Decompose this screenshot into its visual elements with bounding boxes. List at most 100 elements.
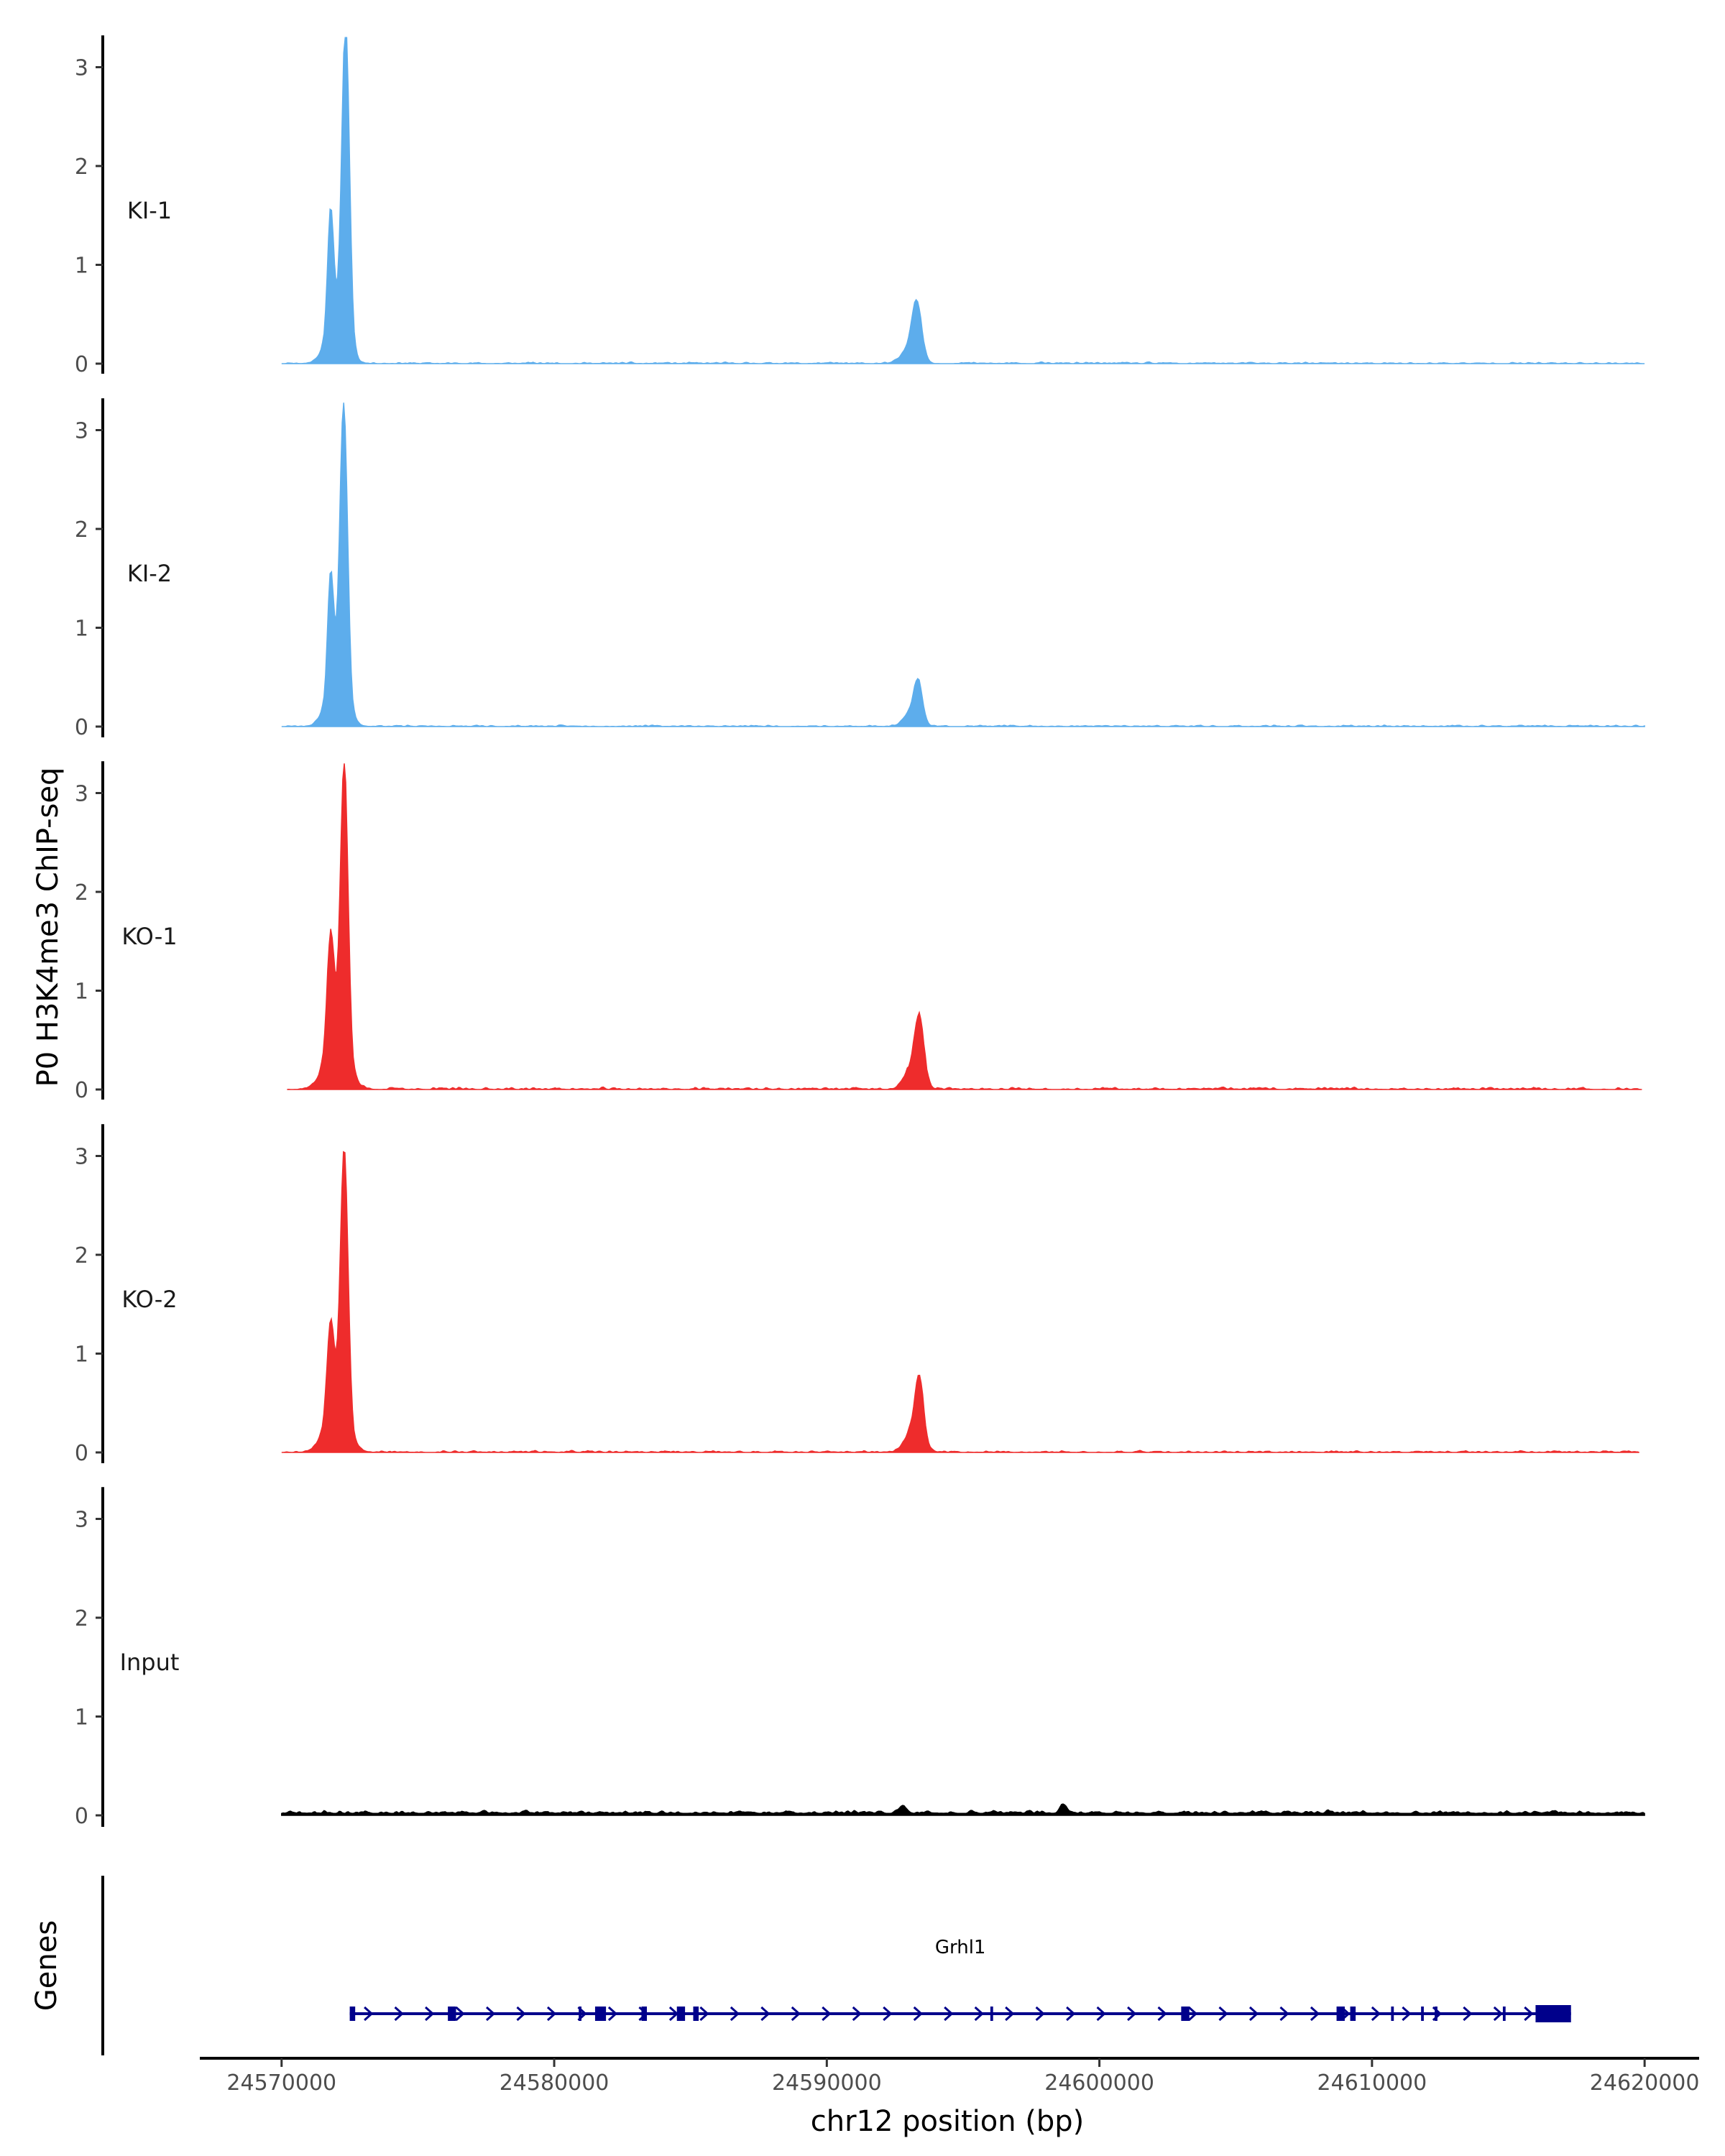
y-tick-label: 0 — [75, 1441, 88, 1466]
y-tick-label: 1 — [75, 980, 88, 1005]
strand-arrow — [699, 2006, 709, 2022]
exon — [1502, 2007, 1506, 2021]
strand-arrow — [1066, 2006, 1076, 2022]
genes-track-title: Genes — [30, 1920, 63, 2011]
y-tick-label: 2 — [75, 517, 88, 543]
y-tick-label: 3 — [75, 56, 88, 81]
strand-arrow — [730, 2006, 740, 2022]
track-ki-1: 0 1 2 3 KI-1 — [75, 35, 1645, 377]
signal-tracks: 0 1 2 3 KI-1 0 1 2 3 KI-2 0 1 2 3 KO-1 0 1 2 3 KO-2 0 1 2 3 Inpu… — [75, 35, 1645, 1829]
exon — [1391, 2007, 1394, 2021]
y-axis-title: P0 H3K4me3 ChIP-seq — [32, 768, 65, 1087]
strand-arrow — [1371, 2006, 1381, 2022]
strand-arrow — [883, 2006, 893, 2022]
strand-arrow — [1279, 2006, 1289, 2022]
signal-area-ki-2 — [281, 402, 1645, 727]
y-tick-label: 0 — [75, 1078, 88, 1103]
track-label: KI-2 — [127, 560, 172, 587]
signal-area-ko-2 — [281, 1151, 1639, 1453]
strand-arrow — [944, 2006, 954, 2022]
genes-track: Genes Grhl1 — [30, 1876, 1571, 2055]
strand-arrow — [1310, 2006, 1320, 2022]
exon — [579, 2007, 581, 2021]
track-ko-1: 0 1 2 3 KO-1 — [75, 761, 1642, 1103]
strand-arrow — [1035, 2006, 1045, 2022]
exon — [990, 2007, 993, 2021]
track-ki-2: 0 1 2 3 KI-2 — [75, 398, 1645, 740]
y-tick-label: 3 — [75, 419, 88, 444]
y-tick-label: 1 — [75, 254, 88, 279]
y-tick-label: 0 — [75, 715, 88, 740]
x-tick-label: 24590000 — [772, 2070, 882, 2096]
track-label: Input — [120, 1649, 180, 1676]
strand-arrow — [455, 2006, 465, 2022]
exon — [1181, 2007, 1190, 2021]
track-label: KI-1 — [127, 197, 172, 224]
exon — [1336, 2007, 1345, 2021]
strand-arrow — [822, 2006, 832, 2022]
strand-arrow — [425, 2006, 435, 2022]
x-tick-label: 24600000 — [1044, 2070, 1154, 2096]
strand-arrow — [1402, 2006, 1412, 2022]
track-label: KO-2 — [121, 1286, 177, 1313]
exon — [1350, 2007, 1356, 2021]
exon — [1435, 2007, 1438, 2021]
strand-arrow — [607, 2006, 618, 2022]
y-tick-label: 2 — [75, 880, 88, 906]
x-tick-label: 24620000 — [1590, 2070, 1700, 2096]
strand-arrow — [974, 2006, 984, 2022]
x-axis: 24570000 24580000 24590000 24600000 24610000… — [200, 2057, 1700, 2096]
strand-arrow — [1096, 2006, 1106, 2022]
strand-arrow — [1127, 2006, 1137, 2022]
y-tick-label: 2 — [75, 1243, 88, 1268]
gene-grhl1: Grhl1 — [349, 1937, 1571, 2022]
exon — [448, 2007, 456, 2021]
x-tick-label: 24570000 — [226, 2070, 336, 2096]
y-tick-label: 0 — [75, 352, 88, 377]
exon — [1421, 2007, 1424, 2021]
exon — [693, 2007, 699, 2021]
y-tick-label: 3 — [75, 782, 88, 807]
y-tick-label: 1 — [75, 617, 88, 642]
strand-arrow — [546, 2006, 557, 2022]
exon — [676, 2007, 686, 2021]
track-label: KO-1 — [121, 923, 177, 950]
strand-arrow — [760, 2006, 770, 2022]
y-tick-label: 3 — [75, 1508, 88, 1533]
y-tick-label: 1 — [75, 1342, 88, 1368]
y-tick-label: 2 — [75, 155, 88, 180]
gene-name-label: Grhl1 — [935, 1937, 986, 1958]
exon — [594, 2007, 607, 2021]
strand-arrow — [913, 2006, 923, 2022]
y-tick-label: 2 — [75, 1606, 88, 1631]
strand-arrow — [1157, 2006, 1167, 2022]
strand-arrow — [1218, 2006, 1228, 2022]
strand-arrow — [1463, 2006, 1473, 2022]
signal-area-ko-1 — [287, 763, 1642, 1090]
track-ko-2: 0 1 2 3 KO-2 — [75, 1124, 1639, 1466]
track-input: 0 1 2 3 Input — [75, 1487, 1645, 1829]
y-tick-label: 3 — [75, 1145, 88, 1170]
x-tick-label: 24580000 — [500, 2070, 610, 2096]
y-tick-label: 0 — [75, 1804, 88, 1829]
strand-arrow — [1188, 2006, 1198, 2022]
strand-arrow — [1524, 2006, 1534, 2022]
strand-arrow — [1493, 2006, 1504, 2022]
strand-arrow — [516, 2006, 526, 2022]
exon — [641, 2007, 648, 2021]
strand-arrow — [364, 2006, 374, 2022]
strand-arrow — [791, 2006, 801, 2022]
strand-arrow — [1005, 2006, 1015, 2022]
exon — [349, 2007, 356, 2021]
x-tick-label: 24610000 — [1317, 2070, 1427, 2096]
signal-area-ki-1 — [281, 37, 1645, 364]
exon — [1535, 2005, 1571, 2022]
strand-arrow — [1248, 2006, 1259, 2022]
strand-arrow — [485, 2006, 496, 2022]
y-tick-label: 1 — [75, 1705, 88, 1731]
strand-arrow — [394, 2006, 404, 2022]
strand-arrow — [852, 2006, 862, 2022]
x-axis-title: chr12 position (bp) — [811, 2105, 1085, 2138]
